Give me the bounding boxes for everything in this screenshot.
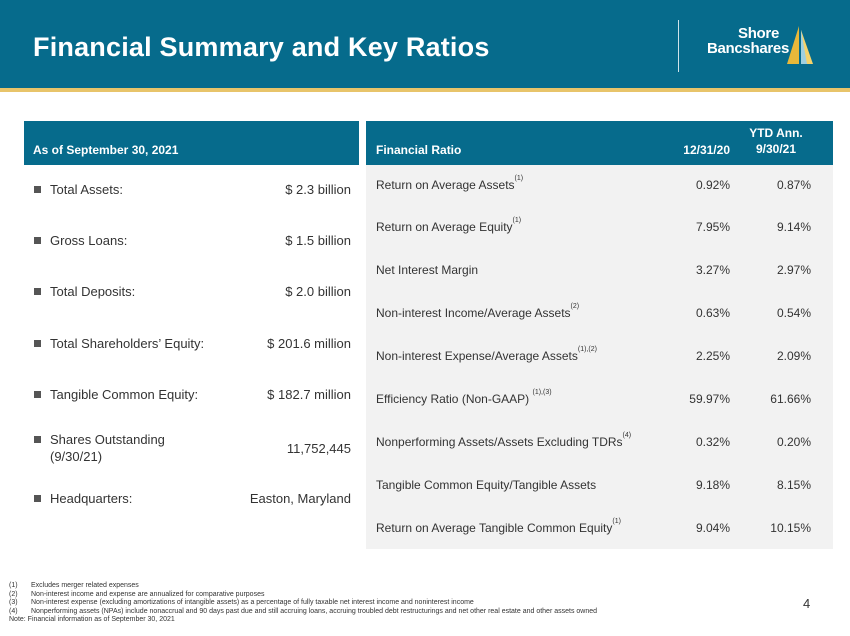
header-accent-rule bbox=[0, 88, 850, 92]
ratio-value-1231: 0.63% bbox=[695, 306, 730, 320]
ratio-value-ytd: 0.54% bbox=[776, 306, 811, 320]
ratio-footnote-ref: (1),(2) bbox=[577, 346, 597, 353]
ratio-value-1231: 0.92% bbox=[695, 178, 730, 192]
ratio-label: Nonperforming Assets/Assets Excluding TD… bbox=[376, 432, 632, 449]
ratio-value-ytd: 61.66% bbox=[770, 392, 811, 406]
ratios-header: Financial Ratio 12/31/20 YTD Ann. 9/30/2… bbox=[366, 121, 833, 165]
ratio-footnote-ref: (1) bbox=[612, 518, 621, 525]
summary-label: Total Shareholders’ Equity: bbox=[50, 336, 205, 351]
ratio-label: Return on Average Assets(1) bbox=[376, 175, 524, 192]
ratio-label: Non-interest Income/Average Assets(2) bbox=[376, 303, 580, 320]
summary-label: Headquarters: bbox=[50, 491, 133, 506]
ratio-label: Non-interest Expense/Average Assets(1),(… bbox=[376, 346, 597, 363]
summary-value: 11,752,445 bbox=[286, 441, 351, 456]
square-bullet-icon bbox=[34, 495, 41, 502]
ratio-value-1231: 59.97% bbox=[689, 392, 730, 406]
ratio-value-1231: 2.25% bbox=[695, 349, 730, 363]
ratio-value-ytd: 2.97% bbox=[776, 263, 811, 277]
ratio-value-ytd: 0.20% bbox=[776, 435, 811, 449]
summary-value: $ 182.7 million bbox=[267, 387, 351, 402]
ratio-footnote-ref: (1) bbox=[514, 175, 524, 182]
ratio-value-1231: 9.04% bbox=[695, 521, 730, 535]
summary-header: As of September 30, 2021 bbox=[24, 121, 359, 165]
footnote-note: Note: Financial information as of Septem… bbox=[9, 616, 175, 623]
summary-label-line2: (9/30/21) bbox=[50, 449, 103, 464]
ratios-col-ytd-line1: YTD Ann. bbox=[749, 126, 803, 140]
ratio-value-1231: 9.18% bbox=[695, 478, 730, 492]
summary-label: Total Assets: bbox=[50, 182, 123, 197]
ratio-value-1231: 0.32% bbox=[695, 435, 730, 449]
summary-label-line1: Shares Outstanding bbox=[50, 432, 165, 447]
summary-value: Easton, Maryland bbox=[249, 491, 351, 506]
page-number: 4 bbox=[803, 596, 811, 611]
header-bar bbox=[0, 0, 850, 88]
summary-label: Tangible Common Equity: bbox=[50, 387, 199, 402]
ratios-col-ytd: YTD Ann. 9/30/21 bbox=[741, 125, 811, 157]
summary-value: $ 2.0 billion bbox=[285, 284, 351, 299]
logo-divider bbox=[678, 20, 679, 72]
logo-line2: Bancshares bbox=[706, 40, 789, 57]
summary-label: Gross Loans: bbox=[50, 233, 128, 248]
square-bullet-icon bbox=[34, 288, 41, 295]
ratio-label: Net Interest Margin bbox=[376, 263, 479, 277]
ratio-label: Return on Average Equity(1) bbox=[376, 217, 522, 234]
ratio-value-ytd: 2.09% bbox=[776, 349, 811, 363]
summary-value: $ 1.5 billion bbox=[285, 233, 351, 248]
footnote: (1) Excludes merger related expenses bbox=[9, 582, 139, 589]
ratio-label: Tangible Common Equity/Tangible Assets bbox=[376, 478, 597, 492]
footnote: (3) Non-interest expense (excluding amort… bbox=[9, 599, 474, 606]
ratios-col-1231: 12/31/20 bbox=[683, 143, 730, 157]
ratio-footnote-ref: (4) bbox=[622, 432, 632, 439]
ratio-label: Return on Average Tangible Common Equity… bbox=[376, 518, 621, 535]
footnotes: (1) Excludes merger related expenses (2) N… bbox=[9, 582, 597, 625]
square-bullet-icon bbox=[34, 436, 41, 443]
ratio-value-ytd: 9.14% bbox=[776, 220, 811, 234]
ratio-label: Efficiency Ratio (Non-GAAP) (1),(3) bbox=[376, 389, 552, 406]
square-bullet-icon bbox=[34, 186, 41, 193]
footnote: (4) Nonperforming assets (NPAs) include n… bbox=[9, 607, 598, 615]
ratios-col-label: Financial Ratio bbox=[376, 143, 462, 157]
square-bullet-icon bbox=[34, 237, 41, 244]
footnote: (2) Non-interest income and expense are a… bbox=[9, 590, 265, 598]
summary-label: Total Deposits: bbox=[50, 284, 136, 299]
square-bullet-icon bbox=[34, 340, 41, 347]
sail-icon bbox=[787, 26, 813, 64]
summary-label: Shares Outstanding (9/30/21) bbox=[50, 431, 230, 465]
ratio-footnote-ref: (1),(3) bbox=[532, 389, 552, 396]
summary-value: $ 201.6 million bbox=[267, 336, 351, 351]
page-title: Financial Summary and Key Ratios bbox=[33, 32, 490, 62]
ratio-value-ytd: 10.15% bbox=[770, 521, 811, 535]
shore-bancshares-logo: Shore Bancshares bbox=[693, 26, 823, 72]
ratio-value-ytd: 0.87% bbox=[776, 178, 811, 192]
ratio-value-1231: 7.95% bbox=[695, 220, 730, 234]
summary-value: $ 2.3 billion bbox=[285, 182, 351, 197]
ratio-footnote-ref: (2) bbox=[570, 303, 580, 310]
ratios-panel: Financial Ratio 12/31/20 YTD Ann. 9/30/2… bbox=[366, 121, 833, 549]
summary-heading: As of September 30, 2021 bbox=[33, 143, 179, 157]
logo-line1: Shore bbox=[737, 25, 779, 42]
ratio-value-ytd: 8.15% bbox=[776, 478, 811, 492]
ratio-value-1231: 3.27% bbox=[695, 263, 730, 277]
ratios-col-ytd-line2: 9/30/21 bbox=[755, 142, 797, 156]
square-bullet-icon bbox=[34, 391, 41, 398]
ratio-footnote-ref: (1) bbox=[512, 217, 522, 224]
